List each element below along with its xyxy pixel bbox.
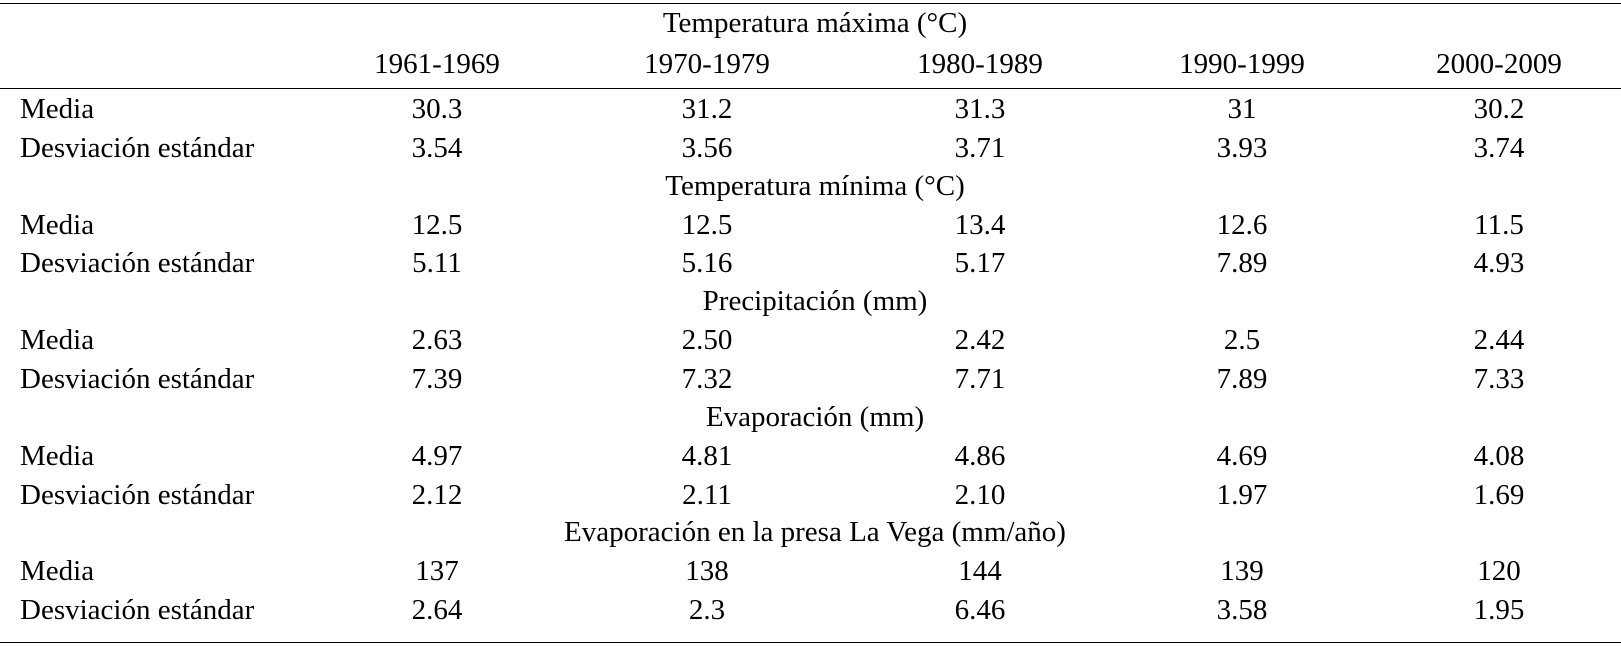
cell-tmin-media-2: 12.5 [681, 209, 733, 241]
section-title-precipitacion: Precipitación (mm) [702, 285, 928, 317]
cell-tmax-desviacion-5: 3.74 [1473, 132, 1525, 164]
row-label-tmax-desviacion: Desviación estándar [20, 132, 255, 164]
cell-precip-media-2: 2.50 [681, 324, 733, 356]
section-title-evaporacion-presa: Evaporación en la presa La Vega (mm/año) [564, 516, 1066, 548]
cell-tmax-media-4: 31 [1227, 93, 1257, 125]
cell-precip-desviacion-5: 7.33 [1473, 363, 1525, 395]
cell-tmax-desviacion-1: 3.54 [411, 132, 463, 164]
section-title-tmin: Temperatura mínima (°C) [665, 170, 965, 202]
cell-presa-media-5: 120 [1477, 555, 1521, 587]
cell-presa-desviacion-5: 1.95 [1473, 594, 1525, 626]
cell-evap-media-3: 4.86 [954, 440, 1006, 472]
column-header-1961-1969: 1961-1969 [374, 48, 500, 80]
cell-tmax-media-1: 30.3 [411, 93, 463, 125]
cell-tmax-media-5: 30.2 [1473, 93, 1525, 125]
cell-evap-media-1: 4.97 [411, 440, 463, 472]
row-label-presa-desviacion: Desviación estándar [20, 594, 255, 626]
row-label-tmin-media: Media [20, 209, 95, 241]
cell-presa-desviacion-1: 2.64 [411, 594, 463, 626]
cell-presa-media-3: 144 [958, 555, 1002, 587]
cell-precip-desviacion-4: 7.89 [1216, 363, 1268, 395]
row-label-precip-desviacion: Desviación estándar [20, 363, 255, 395]
cell-evap-media-4: 4.69 [1216, 440, 1268, 472]
cell-precip-desviacion-2: 7.32 [681, 363, 733, 395]
column-header-1970-1979: 1970-1979 [644, 48, 770, 80]
column-header-1990-1999: 1990-1999 [1179, 48, 1305, 80]
cell-presa-media-4: 139 [1220, 555, 1264, 587]
cell-evap-desviacion-5: 1.69 [1473, 479, 1525, 511]
cell-tmin-desviacion-1: 5.11 [412, 247, 462, 279]
cell-tmin-desviacion-5: 4.93 [1473, 247, 1525, 279]
row-label-presa-media: Media [20, 555, 95, 587]
section-title-evaporacion: Evaporación (mm) [705, 401, 925, 433]
cell-evap-desviacion-4: 1.97 [1216, 479, 1268, 511]
cell-evap-desviacion-2: 2.11 [682, 479, 732, 511]
cell-precip-media-5: 2.44 [1473, 324, 1525, 356]
row-label-evap-media: Media [20, 440, 95, 472]
cell-presa-media-2: 138 [685, 555, 729, 587]
cell-tmin-media-3: 13.4 [954, 209, 1006, 241]
bottom-rule [0, 642, 1621, 643]
cell-tmin-media-4: 12.6 [1216, 209, 1268, 241]
cell-evap-media-5: 4.08 [1473, 440, 1525, 472]
cell-tmin-media-1: 12.5 [411, 209, 463, 241]
row-label-tmax-media: Media [20, 93, 95, 125]
cell-tmin-desviacion-2: 5.16 [681, 247, 733, 279]
top-rule [0, 3, 1621, 4]
cell-precip-media-1: 2.63 [411, 324, 463, 356]
cell-precip-media-4: 2.5 [1223, 324, 1261, 356]
cell-tmin-desviacion-4: 7.89 [1216, 247, 1268, 279]
cell-tmax-desviacion-2: 3.56 [681, 132, 733, 164]
cell-tmax-desviacion-4: 3.93 [1216, 132, 1268, 164]
cell-tmin-media-5: 11.5 [1474, 209, 1524, 241]
row-label-precip-media: Media [20, 324, 95, 356]
column-header-1980-1989: 1980-1989 [917, 48, 1043, 80]
cell-evap-desviacion-3: 2.10 [954, 479, 1006, 511]
cell-tmax-media-2: 31.2 [681, 93, 733, 125]
cell-presa-desviacion-3: 6.46 [954, 594, 1006, 626]
cell-precip-media-3: 2.42 [954, 324, 1006, 356]
cell-tmax-desviacion-3: 3.71 [954, 132, 1006, 164]
cell-precip-desviacion-3: 7.71 [954, 363, 1006, 395]
cell-presa-media-1: 137 [415, 555, 459, 587]
cell-tmax-media-3: 31.3 [954, 93, 1006, 125]
cell-presa-desviacion-2: 2.3 [688, 594, 726, 626]
column-header-2000-2009: 2000-2009 [1436, 48, 1562, 80]
cell-tmin-desviacion-3: 5.17 [954, 247, 1006, 279]
row-label-evap-desviacion: Desviación estándar [20, 479, 255, 511]
section-title-tmax: Temperatura máxima (°C) [662, 7, 968, 39]
header-rule [0, 88, 1621, 89]
cell-precip-desviacion-1: 7.39 [411, 363, 463, 395]
cell-evap-desviacion-1: 2.12 [411, 479, 463, 511]
cell-evap-media-2: 4.81 [681, 440, 733, 472]
cell-presa-desviacion-4: 3.58 [1216, 594, 1268, 626]
row-label-tmin-desviacion: Desviación estándar [20, 247, 255, 279]
